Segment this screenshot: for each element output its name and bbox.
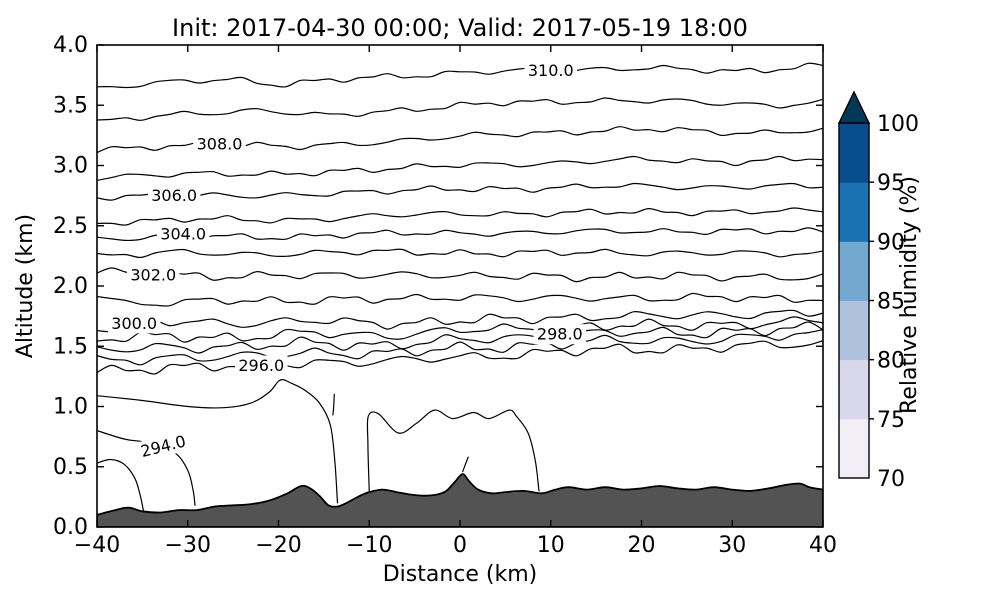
contour-line-300	[97, 309, 823, 333]
contour-label-302.0: 302.0	[127, 265, 180, 286]
y-tick-label: 3.0	[53, 154, 88, 179]
x-axis-label: Distance (km)	[383, 562, 538, 587]
contour-label-308.0: 308.0	[193, 133, 246, 154]
colorbar-label: Relative humidity (%)	[897, 176, 922, 414]
colorbar-segment	[839, 418, 869, 479]
axis-ticks-layer: −40 −30 −20 −10 0 10 20 30 40 0.0 0.5 1.0 1.5 2.0 2.5 3…	[53, 33, 837, 558]
y-tick-label: 1.0	[53, 395, 88, 420]
x-tick-label: 10	[537, 533, 565, 558]
contour-label-text: 310.0	[528, 61, 574, 80]
y-tick-label: 1.5	[53, 334, 88, 359]
contour-line-303	[97, 248, 823, 259]
contour-line-294	[332, 393, 335, 416]
colorbar-tick-label: 75	[877, 408, 905, 433]
contour-label-gap	[533, 324, 587, 345]
x-tick-label: 40	[809, 533, 837, 558]
terrain-silhouette	[97, 473, 823, 527]
contour-label-gap	[147, 185, 201, 206]
contour-line-299	[97, 316, 823, 343]
contour-label-296.0: 296.0	[235, 355, 288, 376]
contour-label-text: 296.0	[238, 356, 284, 375]
contour-line-298	[97, 321, 823, 354]
contour-label-gap	[235, 355, 288, 376]
contour-label-304.0: 304.0	[156, 224, 210, 245]
colorbar-tick-label: 95	[877, 171, 905, 196]
contour-line-301	[97, 292, 823, 307]
contour-line-302	[97, 267, 823, 283]
y-axis-label: Altitude (km)	[13, 214, 38, 358]
y-tick-label: 0.0	[53, 515, 88, 540]
contour-label-text: 294.0	[139, 432, 188, 462]
contour-line-296	[97, 340, 823, 375]
y-tick-label: 2.0	[53, 274, 88, 299]
contour-label-text: 308.0	[197, 134, 243, 153]
colorbar-extend-arrow	[837, 90, 871, 124]
contour-label-gap	[193, 133, 246, 154]
colorbar-tick-label: 85	[877, 290, 905, 315]
colorbar-segment	[839, 241, 869, 301]
x-tick-label: −30	[165, 533, 211, 558]
contour-labels-layer: 310.0 308.0 306.0 304.0 302.0 300.0 298.0 296.0…	[107, 60, 587, 463]
contour-line-294	[366, 409, 540, 493]
contour-label-gap	[156, 224, 210, 245]
contour-line-297	[97, 329, 823, 366]
contour-line-310	[97, 62, 823, 89]
colorbar-tick-label: 90	[877, 230, 905, 255]
colorbar-tick-label: 70	[877, 467, 905, 492]
colorbar-tick-label: 100	[877, 112, 919, 137]
contour-label-gap	[127, 265, 180, 286]
contour-line-295	[97, 379, 339, 504]
contour-label-text: 300.0	[111, 314, 157, 333]
contour-line-304	[97, 227, 823, 242]
contour-label-298.0: 298.0	[533, 324, 587, 345]
colorbar-tick-label: 80	[877, 349, 905, 374]
contour-line-305	[97, 207, 823, 226]
contour-label-text: 306.0	[151, 186, 197, 205]
contour-label-300.0: 300.0	[107, 313, 161, 334]
contour-line-306	[97, 182, 823, 201]
terrain-layer	[97, 473, 823, 527]
contour-lines-layer	[97, 62, 823, 511]
contour-line-307	[97, 155, 823, 181]
colorbar-segment	[839, 300, 869, 361]
plot-title: Init: 2017-04-30 00:00; Valid: 2017-05-1…	[172, 14, 748, 42]
y-tick-label: 2.5	[53, 214, 88, 239]
colorbar: 70 75 80 85 90 95 100	[837, 90, 919, 492]
contour-line-294	[462, 456, 469, 473]
contour-label-294.0: 294.0	[135, 430, 192, 463]
contour-label-306.0: 306.0	[147, 185, 201, 206]
axes-frame	[96, 44, 824, 528]
contour-label-gap	[107, 313, 161, 334]
contour-label-310.0: 310.0	[524, 60, 577, 81]
y-tick-label: 0.5	[53, 455, 88, 480]
contour-label-gap	[135, 430, 192, 463]
colorbar-segment	[839, 359, 869, 420]
x-tick-label: 0	[453, 533, 467, 558]
x-tick-label: −20	[255, 533, 301, 558]
contour-label-gap	[524, 60, 577, 81]
x-tick-label: −40	[74, 533, 120, 558]
contour-label-text: 298.0	[537, 325, 583, 344]
x-tick-label: 20	[628, 533, 656, 558]
y-tick-label: 4.0	[53, 33, 88, 58]
x-tick-label: 30	[718, 533, 746, 558]
y-tick-label: 3.5	[53, 93, 88, 118]
contour-line-309	[97, 97, 823, 121]
colorbar-segment	[839, 123, 869, 183]
contour-line-293	[97, 458, 144, 511]
contour-label-text: 304.0	[160, 225, 206, 244]
contour-label-text: 302.0	[130, 266, 176, 285]
x-tick-label: −10	[346, 533, 392, 558]
colorbar-segment	[839, 182, 869, 242]
